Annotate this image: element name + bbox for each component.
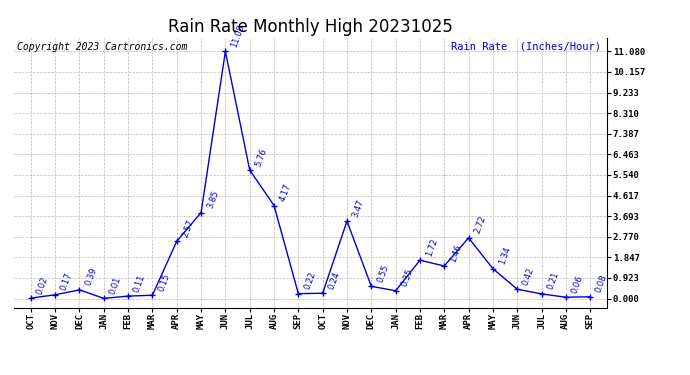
Text: 0.02: 0.02 bbox=[35, 275, 50, 296]
Text: 0.42: 0.42 bbox=[522, 266, 536, 286]
Text: 1.72: 1.72 bbox=[424, 237, 439, 257]
Text: 3.47: 3.47 bbox=[351, 198, 366, 218]
Title: Rain Rate Monthly High 20231025: Rain Rate Monthly High 20231025 bbox=[168, 18, 453, 36]
Text: 0.24: 0.24 bbox=[327, 270, 342, 291]
Text: 0.01: 0.01 bbox=[108, 275, 123, 296]
Text: 0.08: 0.08 bbox=[594, 273, 609, 294]
Text: Rain Rate  (Inches/Hour): Rain Rate (Inches/Hour) bbox=[451, 42, 601, 51]
Text: 1.34: 1.34 bbox=[497, 245, 512, 266]
Text: 0.11: 0.11 bbox=[132, 273, 147, 293]
Text: 0.06: 0.06 bbox=[570, 274, 585, 294]
Text: 0.55: 0.55 bbox=[375, 263, 391, 284]
Text: 0.17: 0.17 bbox=[59, 272, 74, 292]
Text: Copyright 2023 Cartronics.com: Copyright 2023 Cartronics.com bbox=[17, 42, 187, 51]
Text: 2.72: 2.72 bbox=[473, 214, 488, 235]
Text: 0.39: 0.39 bbox=[83, 267, 99, 287]
Text: 11.08: 11.08 bbox=[230, 23, 246, 48]
Text: 0.22: 0.22 bbox=[302, 270, 317, 291]
Text: 2.57: 2.57 bbox=[181, 218, 196, 238]
Text: 3.85: 3.85 bbox=[205, 189, 220, 210]
Text: 0.35: 0.35 bbox=[400, 267, 415, 288]
Text: 0.21: 0.21 bbox=[546, 271, 560, 291]
Text: 5.76: 5.76 bbox=[254, 147, 268, 167]
Text: 0.15: 0.15 bbox=[157, 272, 171, 292]
Text: 1.46: 1.46 bbox=[448, 243, 463, 263]
Text: 4.17: 4.17 bbox=[278, 182, 293, 203]
